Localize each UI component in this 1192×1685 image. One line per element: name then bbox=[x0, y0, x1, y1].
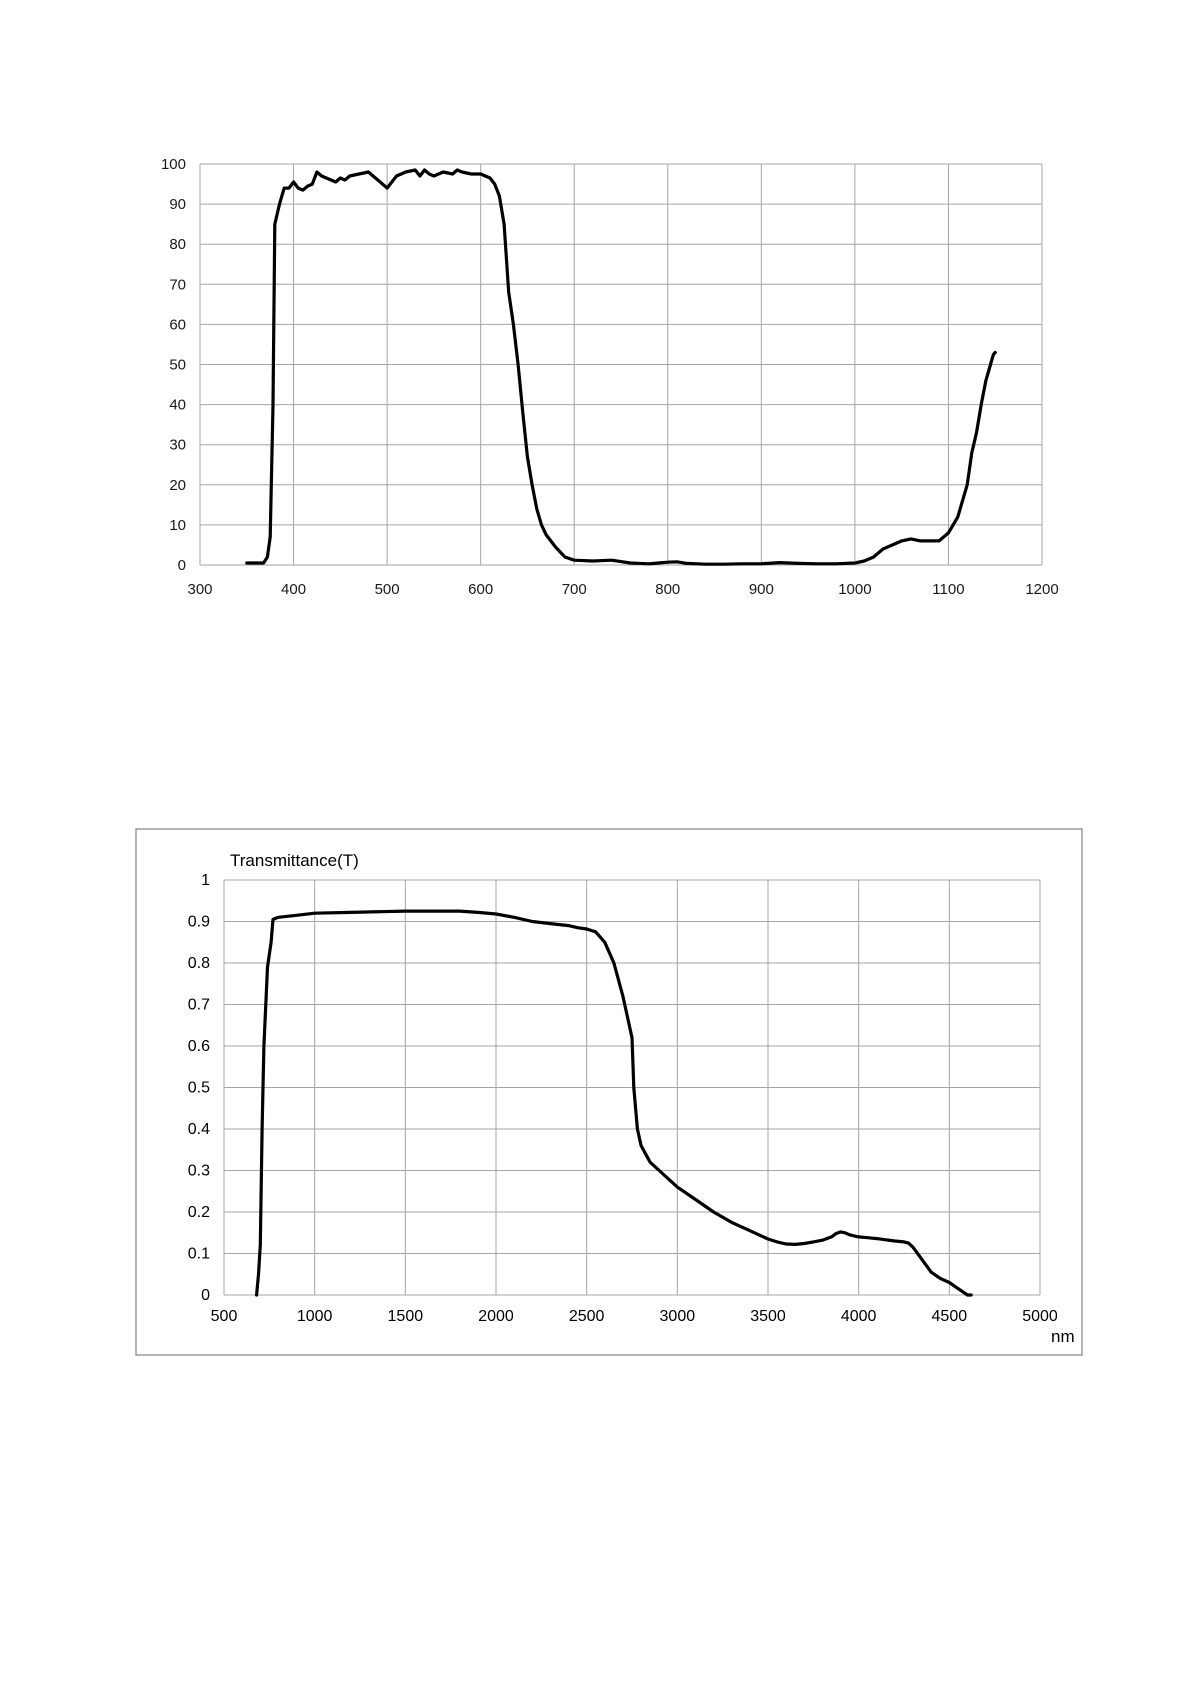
chart-1: 300 400 500 600 700 800 900 1000 1100 1200 0 10 20 30… bbox=[161, 156, 1059, 598]
chart-2-tick-labels: 500 1000 1500 2000 2500 3000 3500 4000 4500 5000 0… bbox=[188, 872, 1058, 1325]
y-tick-label: 100 bbox=[161, 156, 186, 173]
y-tick-label: 0 bbox=[201, 1287, 210, 1304]
chart-2-frame bbox=[135, 828, 1083, 1356]
x-tick-label: 500 bbox=[375, 581, 400, 598]
x-tick-label: 900 bbox=[749, 581, 774, 598]
y-tick-label: 20 bbox=[169, 477, 186, 494]
y-tick-label: 10 bbox=[169, 517, 186, 534]
x-tick-label: 4500 bbox=[932, 1308, 968, 1325]
y-tick-label: 0.9 bbox=[188, 914, 210, 931]
y-tick-label: 0.4 bbox=[188, 1121, 210, 1138]
x-tick-label: 1500 bbox=[388, 1308, 424, 1325]
y-tick-label: 50 bbox=[169, 357, 186, 374]
x-tick-label: 500 bbox=[211, 1308, 238, 1325]
chart-2-series-line bbox=[255, 909, 973, 1297]
x-tick-label: 1200 bbox=[1025, 581, 1058, 598]
chart-1-series-line bbox=[245, 168, 997, 566]
x-tick-label: 3000 bbox=[660, 1308, 696, 1325]
y-tick-label: 0.2 bbox=[188, 1204, 210, 1221]
x-tick-label: 600 bbox=[468, 581, 493, 598]
y-tick-label: 0.3 bbox=[188, 1163, 210, 1180]
x-tick-label: 300 bbox=[187, 581, 212, 598]
x-tick-label: 5000 bbox=[1022, 1308, 1058, 1325]
y-tick-label: 0.5 bbox=[188, 1080, 210, 1097]
chart-2-x-axis-unit: nm bbox=[1051, 1327, 1075, 1346]
x-tick-label: 3500 bbox=[750, 1308, 786, 1325]
y-tick-label: 30 bbox=[169, 437, 186, 454]
y-tick-label: 1 bbox=[201, 872, 210, 889]
chart-2-grid bbox=[223, 879, 1041, 1296]
y-tick-label: 90 bbox=[169, 196, 186, 213]
y-tick-label: 70 bbox=[169, 276, 186, 293]
y-tick-label: 0 bbox=[178, 557, 186, 574]
x-tick-label: 400 bbox=[281, 581, 306, 598]
x-tick-label: 2000 bbox=[478, 1308, 514, 1325]
y-tick-label: 0.7 bbox=[188, 997, 210, 1014]
y-tick-label: 0.8 bbox=[188, 955, 210, 972]
chart-1-grid bbox=[199, 163, 1043, 566]
y-tick-label: 0.6 bbox=[188, 1038, 210, 1055]
y-tick-label: 40 bbox=[169, 397, 186, 414]
y-tick-label: 80 bbox=[169, 236, 186, 253]
y-tick-label: 0.1 bbox=[188, 1246, 210, 1263]
x-tick-label: 1100 bbox=[932, 581, 964, 598]
chart-1-tick-labels: 300 400 500 600 700 800 900 1000 1100 1200 0 10 20 30… bbox=[161, 156, 1059, 598]
x-tick-label: 2500 bbox=[569, 1308, 605, 1325]
chart-2-y-axis-title: Transmittance(T) bbox=[230, 851, 359, 870]
y-tick-label: 60 bbox=[169, 316, 186, 333]
x-tick-label: 800 bbox=[655, 581, 680, 598]
x-tick-label: 4000 bbox=[841, 1308, 877, 1325]
x-tick-label: 1000 bbox=[297, 1308, 333, 1325]
x-tick-label: 1000 bbox=[838, 581, 871, 598]
x-tick-label: 700 bbox=[562, 581, 587, 598]
